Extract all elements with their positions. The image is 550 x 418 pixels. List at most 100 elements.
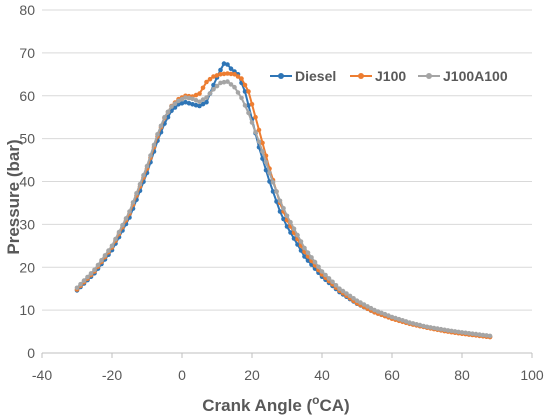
data-point-j100a100-34 [193,98,199,103]
data-point-j100a100-104 [438,326,444,332]
data-point-j100a100-48 [242,103,248,108]
data-point-diesel-29 [176,102,181,107]
data-point-diesel-34 [193,102,199,108]
data-point-j100a100-56 [270,179,276,185]
data-point-j100a100-38 [207,91,213,96]
data-point-j100a100-60 [284,213,290,219]
legend-swatch-marker [426,73,432,79]
data-point-j100a100-4 [88,271,94,276]
data-point-j100a100-72 [326,276,332,281]
x-axis-title-main: Crank Angle ( [202,396,312,415]
data-point-j100a100-66 [305,250,311,255]
data-point-j100a100-106 [445,328,451,333]
data-point-j100a100-113 [470,331,475,337]
y-axis-title: Pressure (bar) [4,139,23,254]
data-point-j100a100-29 [176,98,181,104]
data-point-j100a100-88 [382,311,388,317]
data-point-j100a100-85 [372,307,377,313]
data-point-j100a100-70 [319,269,325,274]
data-point-j100a100-14 [123,216,129,221]
y-tick-label-10: 10 [19,302,35,318]
data-point-diesel-60 [284,224,290,229]
data-point-j100a100-22 [151,142,157,148]
data-point-j100a100-7 [99,257,104,263]
data-point-j100-34 [193,92,199,98]
data-point-j100a100-31 [183,95,188,100]
x-tick-label-80: 80 [454,367,470,383]
data-point-j100a100-65 [302,245,307,251]
data-point-diesel-26 [165,114,171,120]
x-tick-label-100: 100 [520,367,544,383]
data-point-j100a100-80 [354,298,360,304]
series-line-j100 [76,72,491,339]
data-point-diesel-37 [204,99,209,105]
data-point-j100a100-46 [235,90,241,95]
data-point-j100a100-103 [435,326,440,331]
x-tick-label-20: 20 [244,367,260,383]
data-point-j100a100-110 [459,330,465,335]
data-point-j100a100-96 [410,321,416,326]
data-point-j100a100-84 [368,305,374,311]
x-axis-title-superscript: o [312,393,319,407]
data-point-diesel-49 [246,103,251,108]
data-point-diesel-61 [288,230,293,235]
data-point-j100a100-64 [298,239,304,244]
data-point-j100a100-118 [487,333,493,339]
data-point-j100a100-76 [340,288,346,294]
data-point-j100a100-97 [414,322,419,327]
data-point-j100a100-15 [127,209,132,214]
data-point-j100-53 [260,140,265,146]
data-point-j100-37 [204,79,209,85]
data-point-j100a100-18 [137,181,143,187]
data-point-j100a100-116 [480,332,486,338]
data-point-j100a100-68 [312,259,318,265]
data-point-j100a100-35 [197,99,202,105]
data-point-diesel-55 [267,179,272,184]
y-tick-label-0: 0 [27,345,35,361]
data-point-j100a100-11 [113,236,118,242]
data-point-j100a100-73 [330,279,335,285]
legend-item-j100: J100 [350,68,406,84]
data-point-j100a100-109 [456,329,461,335]
data-point-j100a100-50 [249,120,255,125]
data-point-j100a100-105 [442,327,447,333]
data-point-j100a100-25 [162,114,167,120]
y-tick-label-40: 40 [19,174,35,190]
data-point-j100a100-16 [130,200,136,205]
data-point-j100a100-94 [403,319,409,324]
data-point-j100a100-6 [95,262,101,268]
series-layer [74,61,493,340]
data-point-j100-45 [232,72,237,77]
y-axis-ticks: 0 10 20 30 40 50 60 70 80 [19,2,35,361]
data-point-j100-40 [214,73,220,78]
data-point-j100a100-62 [291,226,297,231]
data-point-j100a100-51 [253,129,258,135]
data-point-j100a100-78 [347,293,353,299]
data-point-j100a100-108 [452,329,458,334]
data-point-j100a100-79 [351,296,356,301]
gridlines [42,9,532,311]
series-j100a100 [74,79,493,339]
data-point-j100a100-2 [81,278,87,283]
data-point-j100-47 [239,76,244,81]
legend-swatch-marker [278,73,284,79]
y-tick-label-80: 80 [19,2,35,18]
data-point-diesel-32 [186,101,192,106]
data-point-j100a100-5 [92,267,97,273]
data-point-j100-46 [235,74,241,79]
data-point-j100-35 [197,91,202,96]
data-point-j100a100-83 [365,304,370,309]
data-point-j100a100-81 [358,300,363,305]
data-point-j100-42 [221,71,227,77]
data-point-diesel-44 [228,66,234,71]
data-point-j100-52 [256,127,262,133]
legend-label: J100 [375,68,406,84]
data-point-j100a100-63 [295,232,300,238]
data-point-diesel-39 [211,82,216,88]
x-axis-title: Crank Angle (oCA) [202,393,349,415]
data-point-j100a100-44 [228,82,234,87]
y-tick-label-60: 60 [19,88,35,104]
data-point-j100-50 [249,102,255,107]
data-point-j100-44 [228,71,234,77]
